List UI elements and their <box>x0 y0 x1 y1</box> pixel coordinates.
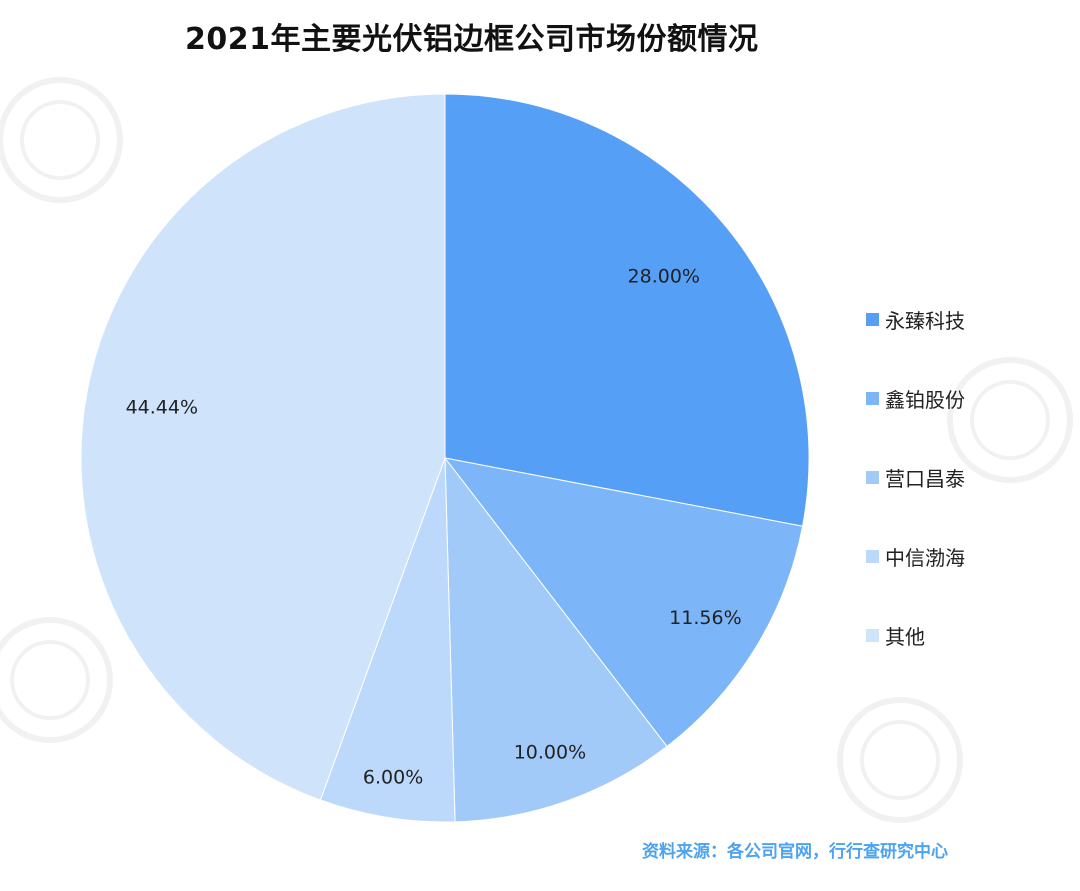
legend-swatch <box>866 391 879 405</box>
pie-data-label: 11.56% <box>669 607 741 629</box>
watermark-logo <box>837 697 963 823</box>
watermark-logo <box>0 77 123 203</box>
legend-item: 营口昌泰 <box>866 462 965 492</box>
pie-slice <box>443 457 804 748</box>
legend-label: 中信渤海 <box>885 545 965 570</box>
watermark-logo <box>0 617 113 743</box>
pie-data-label: 28.00% <box>628 266 700 288</box>
legend-swatch <box>866 312 879 326</box>
legend-label: 永臻科技 <box>885 308 965 333</box>
legend-item: 永臻科技 <box>866 304 965 334</box>
pie-slices <box>80 93 810 823</box>
pie-slice <box>444 456 668 823</box>
legend-swatch <box>866 628 879 642</box>
chart-title: 2021年主要光伏铝边框公司市场份额情况 <box>185 22 759 57</box>
pie-slice <box>444 93 810 527</box>
watermark-logo <box>947 357 1073 483</box>
pie-data-label: 10.00% <box>514 741 586 763</box>
pie-data-labels: 28.00% 11.56% 10.00% 6.00% 44.44% <box>126 266 742 789</box>
pie-data-label: 6.00% <box>363 766 423 788</box>
legend-swatch <box>866 470 879 484</box>
legend-label: 其他 <box>885 624 925 649</box>
legend-item: 鑫铂股份 <box>866 383 965 413</box>
source-note: 资料来源：各公司官网，行行查研究中心 <box>642 842 948 862</box>
legend-label: 鑫铂股份 <box>885 387 965 412</box>
legend-item: 其他 <box>866 620 925 650</box>
legend-label: 营口昌泰 <box>885 466 965 491</box>
pie-slice <box>319 457 456 823</box>
pie-data-label: 44.44% <box>126 397 198 419</box>
pie-slice <box>80 93 446 801</box>
legend-swatch <box>866 549 879 563</box>
legend-item: 中信渤海 <box>866 541 965 571</box>
